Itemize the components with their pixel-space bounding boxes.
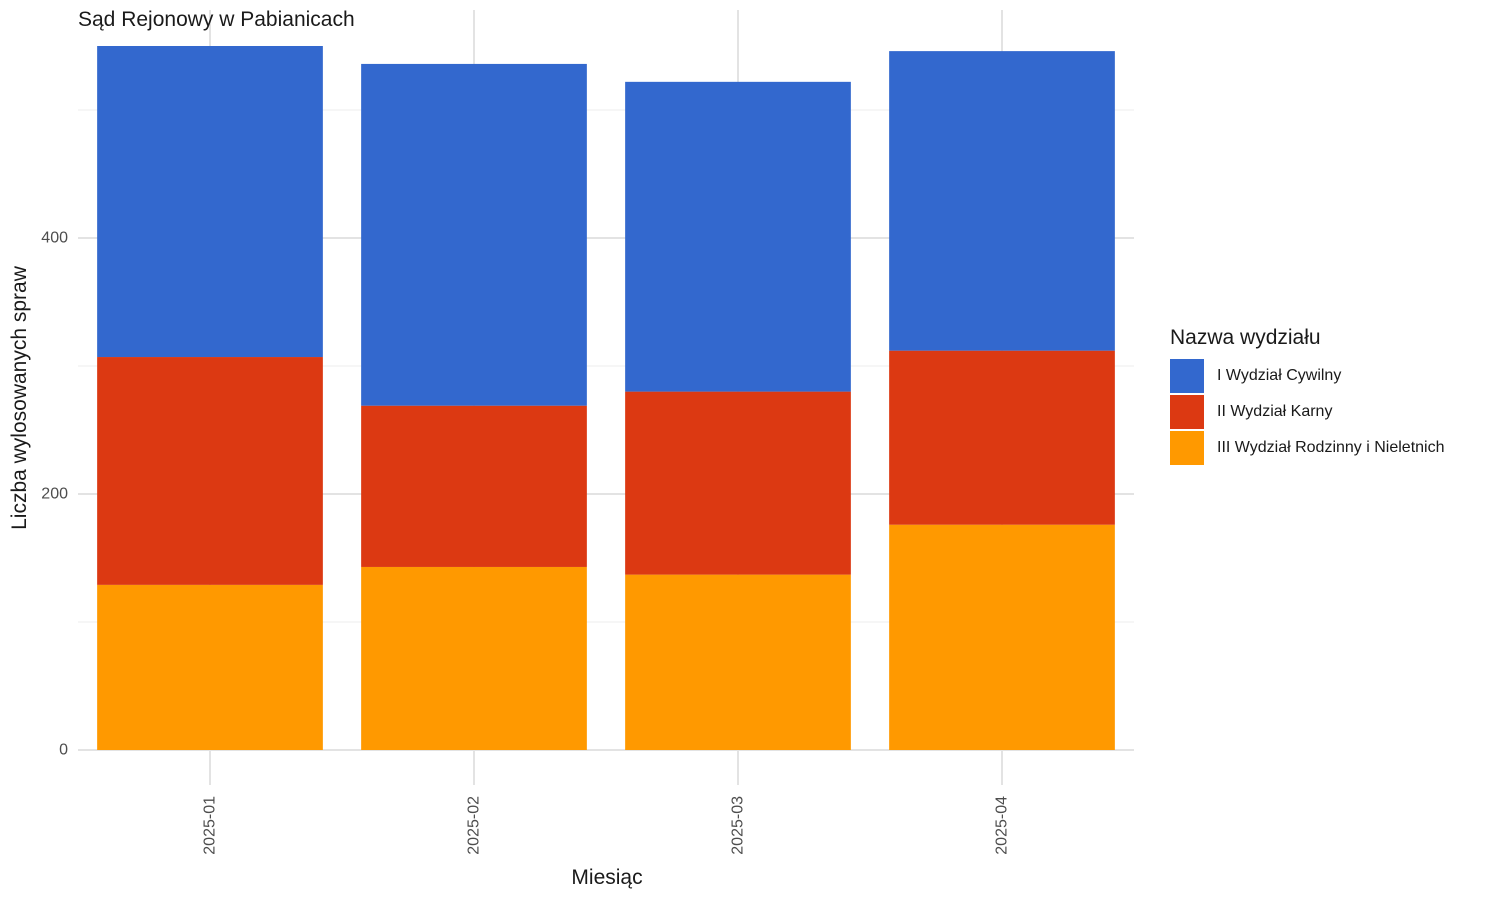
bar-segment: [97, 46, 323, 358]
legend: Nazwa wydziału I Wydział Cywilny II Wydz…: [1170, 326, 1445, 466]
x-tick-label: 2025-04: [994, 796, 1011, 855]
bar-segment: [361, 63, 587, 406]
bar-segment: [361, 405, 587, 567]
bar-segment: [625, 81, 851, 392]
x-tick-label: 2025-02: [466, 796, 483, 855]
bar-segment: [625, 391, 851, 575]
axis-ticks: 0 200 400 2025-01 2025-02 2025-03 2025-04: [41, 230, 1010, 855]
legend-item: I Wydział Cywilny: [1170, 358, 1445, 394]
bar-segment: [97, 584, 323, 750]
bar-segment: [889, 524, 1115, 750]
x-axis-title: Miesiąc: [571, 866, 643, 889]
bar-segment: [889, 51, 1115, 351]
bar-segment: [97, 357, 323, 585]
bar-segment: [625, 574, 851, 750]
legend-item: II Wydział Karny: [1170, 394, 1445, 430]
legend-label: II Wydział Karny: [1217, 403, 1333, 420]
y-tick-label: 400: [41, 230, 68, 247]
y-tick-label: 0: [59, 742, 68, 759]
x-tick-label: 2025-03: [730, 796, 747, 855]
y-tick-label: 200: [41, 486, 68, 503]
legend-label: III Wydział Rodzinny i Nieletnich: [1217, 439, 1445, 456]
x-tick-label: 2025-01: [202, 796, 219, 855]
legend-label: I Wydział Cywilny: [1217, 367, 1342, 384]
legend-title: Nazwa wydziału: [1170, 326, 1321, 349]
legend-swatch: [1170, 359, 1204, 393]
bar-segment: [889, 350, 1115, 525]
legend-item: III Wydział Rodzinny i Nieletnich: [1170, 430, 1445, 466]
bar-segment: [361, 566, 587, 750]
legend-swatch: [1170, 395, 1204, 429]
legend-swatch: [1170, 431, 1204, 465]
bars: [97, 46, 1115, 750]
chart-title: Sąd Rejonowy w Pabianicach: [78, 8, 355, 31]
y-axis-title: Liczba wylosowanych spraw: [8, 266, 31, 530]
